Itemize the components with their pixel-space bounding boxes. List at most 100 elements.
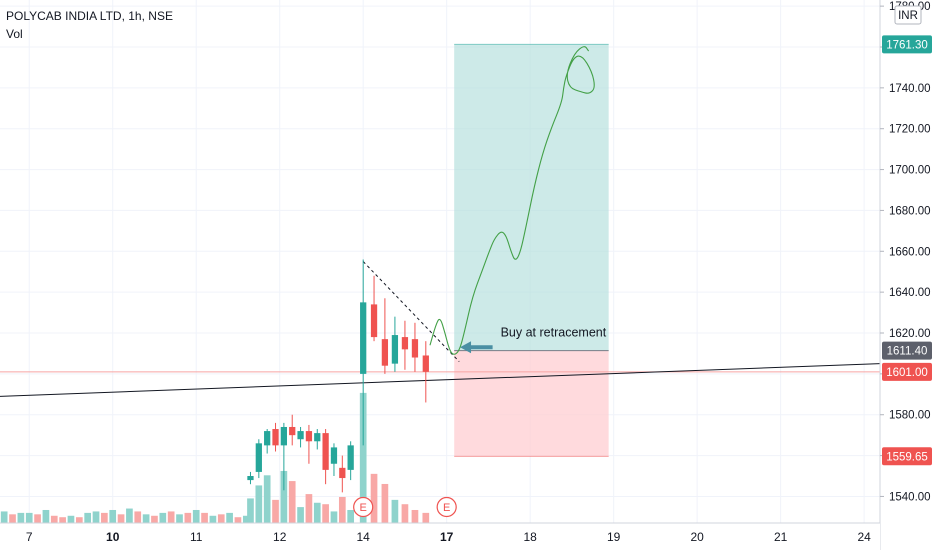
volume-bar [305,494,313,523]
candle[interactable] [411,322,419,372]
earnings-marker[interactable] [436,496,457,518]
price-tick-label: 1540.00 [889,491,931,503]
volume-bar [411,509,419,523]
candle[interactable] [381,298,389,374]
candle-body [264,431,271,446]
loss-zone[interactable] [454,350,609,457]
earnings-marker[interactable] [353,496,374,518]
candle-body [411,339,419,358]
target-price-label-bg[interactable] [882,35,932,54]
volume-bar [370,473,378,523]
stop-price-label[interactable]: 1559.65 [886,451,928,463]
projection-path[interactable] [429,46,595,355]
candle[interactable] [370,275,378,342]
time-tick-label: 21 [774,530,788,544]
volume-bar [184,512,192,523]
candle-body [381,339,389,366]
time-tick-label: 17 [440,530,454,544]
time-axis[interactable]: 7 10 11 12 14 17 18 19 20 21 24 [0,522,880,550]
candle[interactable] [289,414,296,446]
candle[interactable] [422,341,429,403]
candlesticks[interactable] [247,259,429,493]
candle[interactable] [360,259,367,446]
current-price-label[interactable]: 1601.00 [886,367,928,379]
price-tick-label: 1740.00 [889,83,931,95]
candle-body [322,433,329,470]
volume-bar [167,511,175,523]
candle-body [347,445,354,470]
candle[interactable] [322,429,329,485]
volume-bar [142,514,150,523]
candle[interactable] [391,316,399,372]
time-tick-label: 19 [607,530,621,544]
price-tick-label: 1580.00 [889,410,931,422]
volume-bar [9,514,16,523]
candle[interactable] [305,424,313,464]
time-tick-label: 12 [273,530,287,544]
candle[interactable] [401,320,409,370]
volume-bar [401,504,409,523]
time-tick-label: 20 [690,530,704,544]
volume-bar [288,481,296,523]
volume-bar [263,475,271,523]
profit-zone[interactable] [454,44,609,351]
volume-bar [338,496,346,523]
price-tick-label: 1680.00 [889,205,931,217]
candle-body [401,337,409,350]
volume-bar [217,514,225,523]
candle[interactable] [264,429,271,454]
candle[interactable] [297,426,304,448]
current-price-label-bg[interactable] [882,362,932,381]
candle[interactable] [255,439,262,479]
candle[interactable] [330,443,338,477]
volume-bar [422,512,430,523]
time-tick-label: 24 [857,530,871,544]
volume-bar [126,508,133,523]
annotation-arrow-head[interactable] [460,341,472,354]
support-trendline[interactable] [0,363,881,397]
volume-bar [192,509,200,523]
volume-bar [255,485,263,523]
volume-bar [109,509,117,523]
volume-bar [25,512,33,523]
drawings[interactable]: Buy at retracement [429,46,607,355]
volume-bar [17,512,25,523]
volume-bar [322,504,329,523]
trend-lines[interactable] [0,261,881,397]
candle[interactable] [272,422,279,452]
candle[interactable] [314,429,321,450]
candle[interactable] [347,441,354,481]
volume-bar [201,512,208,523]
currency-badge[interactable] [894,5,922,25]
stop-price-label-bg[interactable] [882,447,932,466]
candle-body [280,426,288,446]
price-axis[interactable]: 1540.001560.001580.001600.001620.001640.… [879,0,932,550]
volume-bar [42,509,50,523]
candle-body [370,304,378,338]
entry-price-label-bg[interactable] [882,341,932,360]
price-tick-label: 1620.00 [889,328,931,340]
candle-body [297,431,304,440]
candle[interactable] [339,455,346,493]
time-tick-label: 18 [523,530,537,544]
time-tick-label: 7 [26,530,33,544]
time-axis-bg [0,523,880,550]
volume-legend: Vol [6,27,23,41]
earnings-marker-label: E [360,502,367,514]
time-tick-label: 11 [190,530,203,544]
time-tick-label: 14 [357,530,371,544]
volume-bar [84,512,92,523]
symbol-title[interactable]: POLYCAB INDIA LTD, 1h, NSE [6,9,173,23]
entry-price-label[interactable]: 1611.40 [887,346,928,358]
candle[interactable] [247,471,254,485]
volume-bar [247,498,254,523]
candle[interactable] [280,422,288,491]
target-price-label[interactable]: 1761.30 [886,39,928,51]
annotation-text[interactable]: Buy at retracement [501,325,607,339]
dashed-trendline[interactable] [362,261,460,362]
candle-body [391,335,399,364]
volume-bar [101,512,108,523]
candle-body [272,429,279,446]
